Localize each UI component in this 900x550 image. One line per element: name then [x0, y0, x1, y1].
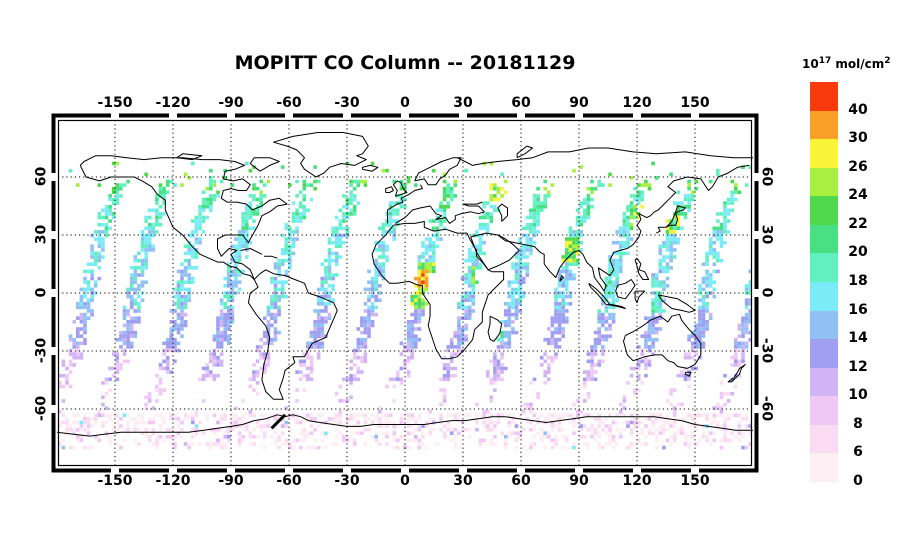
colorbar-label-26: 26 [848, 158, 868, 175]
colorbar-label-8: 8 [853, 415, 863, 432]
lat-tick-left-60: 60 [33, 166, 50, 187]
lon-tick-bottom--60: -60 [276, 473, 302, 489]
lat-tick-left-30: 30 [33, 224, 50, 245]
colorbar-unit-label: 1017 mol/cm2 [802, 56, 891, 71]
colorbar-swatch-14 [810, 310, 838, 340]
colorbar-label-10: 10 [848, 387, 868, 404]
colorbar-swatch-40 [810, 82, 838, 111]
lon-tick-bottom-150: 150 [680, 473, 710, 489]
lon-tick-top--150: -150 [97, 95, 133, 111]
colorbar-label-0: 0 [853, 473, 863, 489]
lat-tick-right--60: -60 [758, 395, 775, 422]
lon-tick-top-30: 30 [453, 95, 473, 111]
colorbar-label-12: 12 [848, 358, 868, 375]
lon-tick-top--120: -120 [155, 95, 191, 111]
lon-tick-bottom-60: 60 [511, 473, 531, 489]
lon-tick-top--30: -30 [334, 95, 360, 111]
lon-tick-bottom--30: -30 [334, 473, 360, 489]
lon-tick-bottom--120: -120 [155, 473, 191, 489]
lon-tick-top-0: 0 [400, 95, 410, 111]
lat-tick-right-30: 30 [758, 224, 775, 245]
colorbar-label-30: 30 [848, 130, 868, 147]
lat-tick-right--30: -30 [758, 337, 775, 364]
colorbar-swatch-18 [810, 253, 838, 282]
colorbar-label-40: 40 [848, 101, 868, 118]
lat-tick-left--60: -60 [33, 395, 50, 422]
colorbar-swatch-12 [810, 339, 838, 368]
colorbar-swatch-10 [810, 367, 838, 397]
lon-tick-bottom--90: -90 [218, 473, 244, 489]
lat-tick-left-0: 0 [33, 287, 50, 298]
map-frame [51, 113, 759, 473]
colorbar-swatch-20 [810, 224, 838, 254]
lat-tick-right-0: 0 [758, 287, 775, 298]
lon-tick-top-150: 150 [680, 95, 710, 111]
lat-tick-left--30: -30 [33, 337, 50, 364]
colorbar-label-18: 18 [848, 273, 868, 289]
lon-tick-top-120: 120 [622, 95, 652, 111]
lon-tick-top-60: 60 [511, 95, 531, 111]
lat-tick-right-60: 60 [758, 166, 775, 187]
lon-tick-top-90: 90 [569, 95, 589, 111]
co-data-swaths [58, 161, 752, 450]
colorbar-swatch-0 [810, 453, 838, 482]
colorbar-swatch-24 [810, 167, 838, 197]
lon-tick-bottom-90: 90 [569, 473, 589, 489]
lon-tick-top--90: -90 [218, 95, 244, 111]
lon-tick-bottom--150: -150 [97, 473, 133, 489]
colorbar-label-14: 14 [848, 330, 868, 347]
colorbar-swatch-26 [810, 139, 838, 168]
colorbar-label-24: 24 [848, 187, 868, 204]
graticule [58, 120, 752, 466]
colorbar-swatch-16 [810, 282, 838, 311]
colorbar-label-16: 16 [848, 301, 868, 318]
colorbar-swatch-30 [810, 110, 838, 140]
coastlines [56, 132, 753, 437]
lon-tick-bottom-30: 30 [453, 473, 473, 489]
colorbar-label-22: 22 [848, 215, 868, 232]
page-title: MOPITT CO Column -- 20181129 [234, 52, 576, 74]
colorbar-swatch-6 [810, 424, 838, 454]
lon-tick-bottom-120: 120 [622, 473, 652, 489]
colorbar-label-20: 20 [848, 244, 868, 261]
colorbar-swatch-8 [810, 396, 838, 425]
lon-tick-top--60: -60 [276, 95, 302, 111]
colorbar-swatch-22 [810, 196, 838, 225]
lon-tick-bottom-0: 0 [400, 473, 410, 489]
colorbar-label-6: 6 [853, 444, 863, 461]
